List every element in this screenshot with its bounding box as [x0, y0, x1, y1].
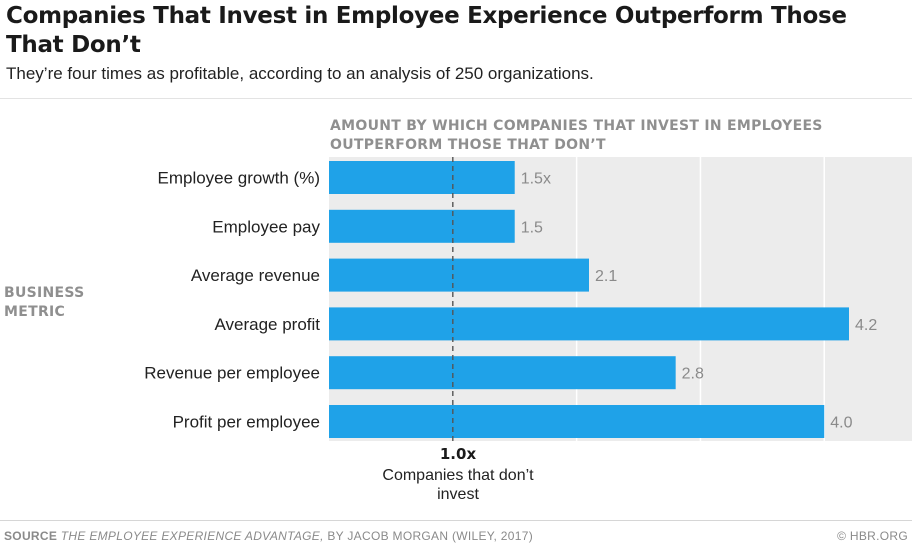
data-label: 2.1 — [595, 268, 617, 285]
data-label: 1.5 — [521, 219, 543, 236]
reference-line-caption: Companies that don’t invest — [382, 467, 534, 503]
category-label: Average revenue — [191, 266, 320, 285]
source-book-title: THE EMPLOYEE EXPERIENCE ADVANTAGE, — [60, 529, 324, 543]
category-label: Profit per employee — [173, 413, 320, 432]
chart-title: Companies That Invest in Employee Experi… — [6, 3, 847, 58]
category-label: Employee pay — [212, 217, 320, 236]
plot-background — [329, 157, 912, 441]
bar — [329, 258, 589, 292]
copyright-credit: © HBR.ORG — [837, 529, 908, 543]
category-label: Employee growth (%) — [157, 169, 320, 188]
category-label: Revenue per employee — [144, 364, 320, 383]
source-details: BY JACOB MORGAN (WILEY, 2017) — [323, 529, 534, 543]
reference-line-label: 1.0x — [439, 445, 477, 463]
source-note: SOURCE THE EMPLOYEE EXPERIENCE ADVANTAGE… — [4, 529, 533, 543]
chart-subtitle: They’re four times as profitable, accord… — [6, 64, 594, 83]
data-label: 4.0 — [830, 415, 852, 432]
source-label: SOURCE — [4, 529, 58, 543]
bar — [329, 209, 515, 243]
bar — [329, 307, 849, 341]
data-label: 2.8 — [682, 366, 704, 383]
data-label: 4.2 — [855, 317, 877, 334]
bar — [329, 356, 676, 390]
category-label: Average profit — [214, 315, 320, 334]
data-label: 1.5x — [521, 171, 551, 188]
top-divider — [0, 98, 912, 99]
plot-heading: AMOUNT BY WHICH COMPANIES THAT INVEST IN… — [330, 118, 823, 153]
bar — [329, 405, 825, 438]
bottom-divider — [0, 520, 912, 521]
bar — [329, 161, 515, 194]
y-axis-title: BUSINESS METRIC — [4, 285, 85, 320]
